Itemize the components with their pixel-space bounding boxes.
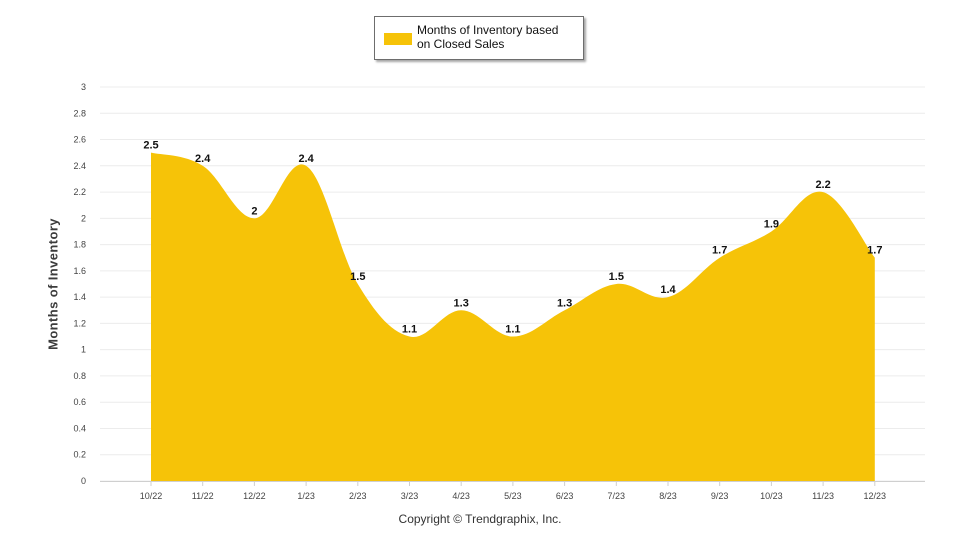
y-tick-label: 1 [81, 345, 86, 355]
x-tick-label: 9/23 [711, 491, 729, 501]
data-label: 2.4 [298, 153, 314, 165]
data-label: 2 [251, 205, 257, 217]
y-tick-label: 2.8 [73, 108, 86, 118]
y-tick-label: 0.4 [73, 423, 86, 433]
legend-swatch [384, 33, 412, 45]
data-label: 2.5 [143, 140, 158, 152]
x-tick-label: 10/23 [760, 491, 783, 501]
x-tick-label: 10/22 [140, 491, 163, 501]
legend-label: Months of Inventory based on Closed Sale… [417, 23, 579, 51]
data-label: 1.4 [660, 284, 676, 296]
y-tick-label: 0.2 [73, 450, 86, 460]
x-tick-label: 8/23 [659, 491, 677, 501]
x-tick-label: 3/23 [401, 491, 419, 501]
data-label: 1.3 [557, 297, 572, 309]
x-tick-label: 7/23 [608, 491, 626, 501]
data-label: 2.2 [815, 179, 830, 191]
area-series-fill [151, 152, 875, 481]
data-labels: 2.5 2.4 2 2.4 1.5 1.1 1.3 1.1 1.3 1.5 1.4 1.7 1.9 2.2… [143, 140, 882, 336]
y-tick-label: 1.4 [73, 292, 86, 302]
y-axis-label: Months of Inventory [45, 218, 61, 350]
data-label: 1.5 [609, 271, 624, 283]
y-tick-label: 2.6 [73, 135, 86, 145]
y-tick-label: 0.8 [73, 371, 86, 381]
x-tick-label: 4/23 [452, 491, 470, 501]
x-tick-label: 2/23 [349, 491, 367, 501]
y-tick-label: 2.4 [73, 161, 86, 171]
y-tick-label: 2.2 [73, 187, 86, 197]
data-label: 1.5 [350, 271, 365, 283]
y-tick-label: 3 [81, 82, 86, 92]
x-tick-label: 6/23 [556, 491, 574, 501]
y-tick-label: 1.8 [73, 240, 86, 250]
legend: Months of Inventory based on Closed Sale… [374, 16, 584, 60]
data-label: 1.1 [402, 324, 417, 336]
y-tick-labels: 0 0.2 0.4 0.6 0.8 1 1.2 1.4 1.6 1.8 2 2.2 2.4 2.6 2.8 3 [73, 82, 86, 486]
data-label: 1.7 [712, 245, 727, 257]
x-tick-label: 12/22 [243, 491, 266, 501]
legend-label-line-2: on Closed Sales [417, 37, 505, 51]
area-series [151, 152, 875, 481]
data-label: 1.1 [505, 324, 520, 336]
axes [100, 481, 925, 486]
copyright-text: Copyright © Trendgraphix, Inc. [398, 512, 562, 526]
legend-label-line-1: Months of Inventory based [417, 23, 559, 37]
x-tick-labels: 10/22 11/22 12/22 1/23 2/23 3/23 4/23 5/23 6/23 7… [140, 491, 886, 501]
y-tick-label: 0 [81, 476, 86, 486]
data-label: 2.4 [195, 153, 211, 165]
y-tick-label: 1.2 [73, 318, 86, 328]
x-tick-label: 11/22 [192, 491, 214, 501]
y-tick-label: 0.6 [73, 397, 86, 407]
x-tick-label: 1/23 [297, 491, 315, 501]
y-tick-label: 1.6 [73, 266, 86, 276]
data-label: 1.3 [454, 297, 469, 309]
x-tick-label: 12/23 [864, 491, 887, 501]
x-tick-label: 5/23 [504, 491, 522, 501]
data-label: 1.9 [764, 218, 779, 230]
y-tick-label: 2 [81, 213, 86, 223]
data-label: 1.7 [867, 245, 882, 257]
x-tick-label: 11/23 [812, 491, 834, 501]
